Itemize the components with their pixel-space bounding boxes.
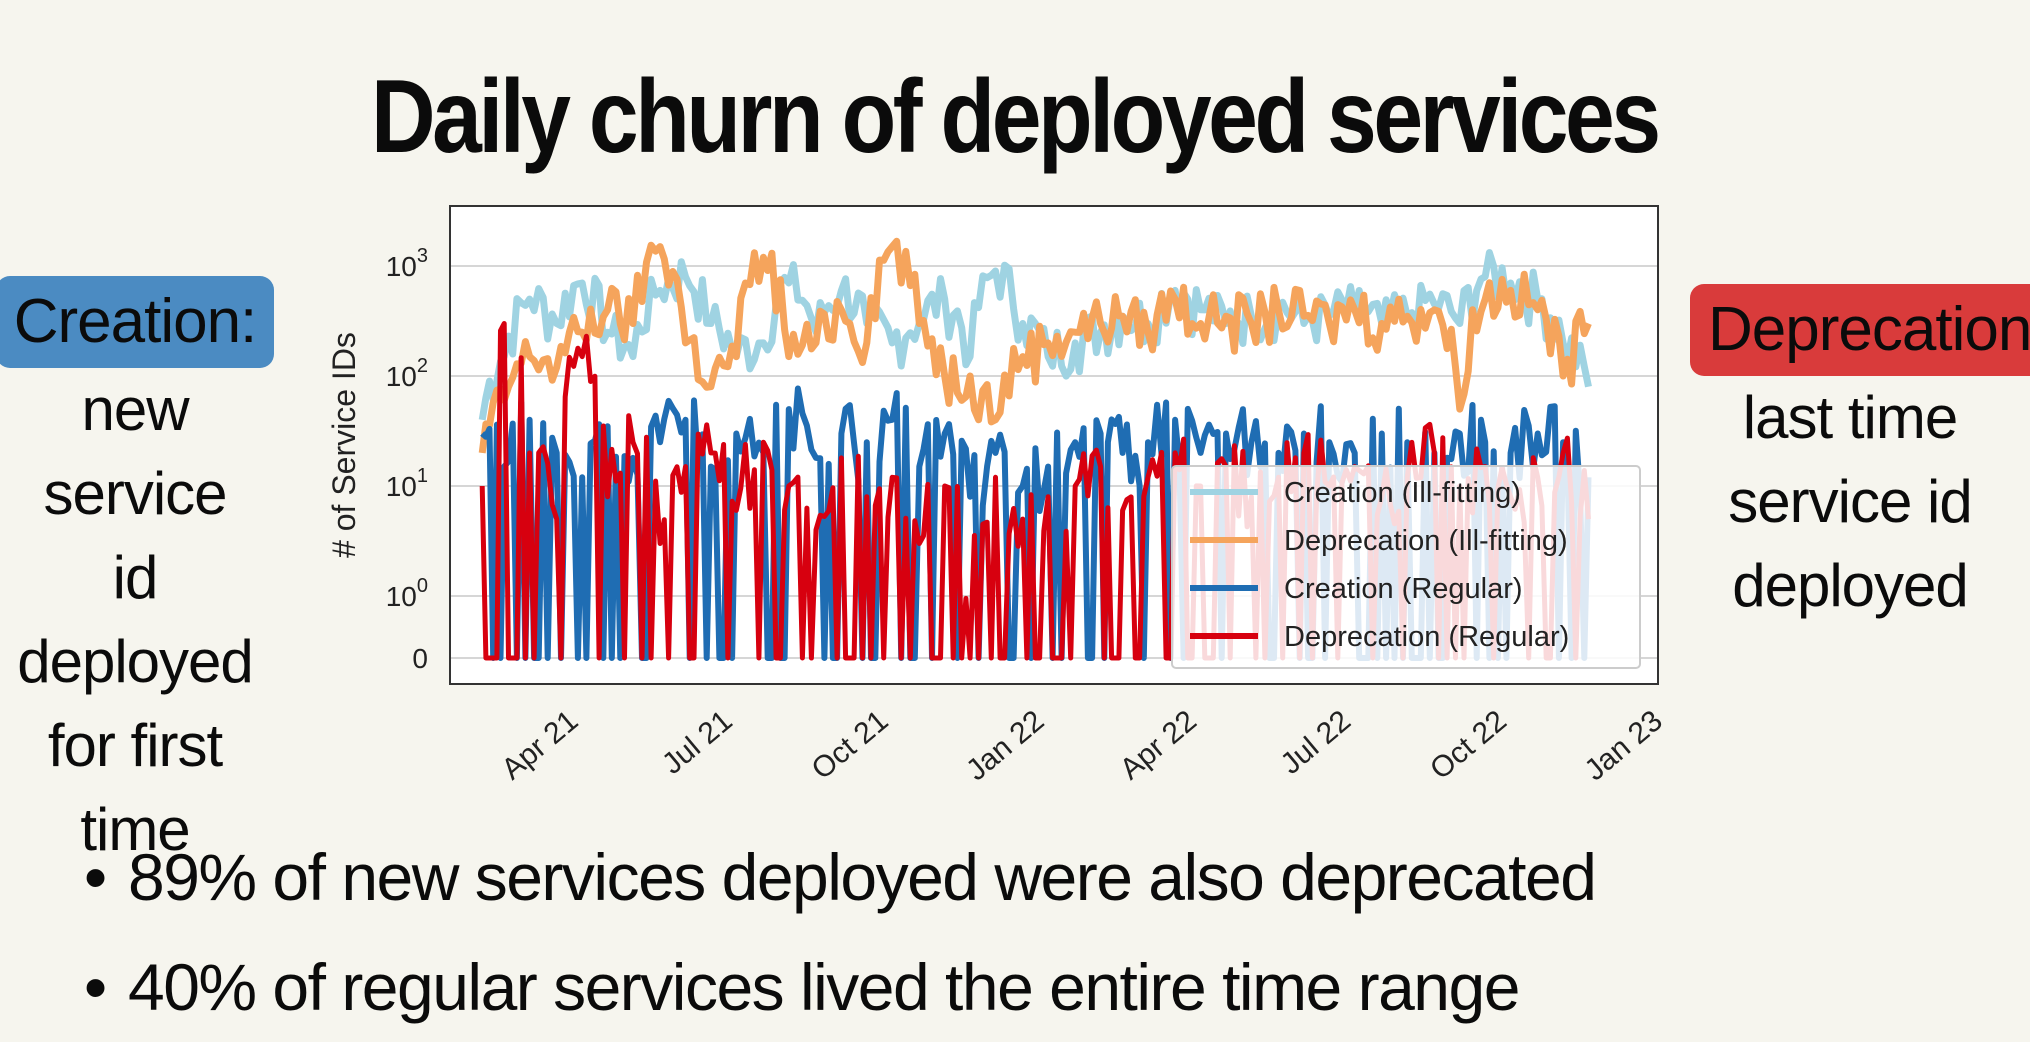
legend-label: Deprecation (Regular) xyxy=(1284,621,1569,653)
deprecation-note: Deprecation: last time service id deploy… xyxy=(1690,284,2030,628)
x-tick-label: Oct 22 xyxy=(1424,704,1513,786)
x-axis: Apr 21 Jul 21 Oct 21 Jan 22 Apr 22 Jul 22 Oct … xyxy=(496,704,1669,787)
y-tick-label: 102 xyxy=(386,355,428,392)
creation-note: Creation: new service id deployed for fi… xyxy=(0,276,276,872)
x-tick-label: Apr 22 xyxy=(1114,704,1203,786)
y-tick-label: 103 xyxy=(386,245,428,282)
y-tick-label: 0 xyxy=(412,643,428,674)
bullet-text: 89% of new services deployed were also d… xyxy=(128,840,1597,914)
creation-tag: Creation: xyxy=(0,276,275,368)
x-tick-label: Jul 21 xyxy=(656,704,739,781)
x-tick-label: Jan 23 xyxy=(1579,704,1669,787)
deprecation-note-line: last time xyxy=(1742,384,1958,451)
bullet-item: • 40% of regular services lived the entir… xyxy=(84,932,1595,1042)
deprecation-note-line: deployed xyxy=(1732,552,1969,619)
creation-note-line: id deployed xyxy=(17,544,254,695)
y-axis-label: # of Service IDs xyxy=(326,332,362,558)
legend-label: Creation (Regular) xyxy=(1284,573,1523,605)
x-tick-label: Jan 22 xyxy=(960,704,1050,787)
y-tick-label: 101 xyxy=(386,465,428,502)
creation-note-line: for first time xyxy=(47,712,223,863)
bullet-text: 40% of regular services lived the entire… xyxy=(128,950,1520,1024)
series-line xyxy=(478,249,1592,421)
legend: Creation (Ill-fitting) Deprecation (Ill-f… xyxy=(1171,465,1641,669)
x-tick-label: Jul 22 xyxy=(1274,704,1357,781)
bullet-dot: • xyxy=(84,950,107,1024)
bullet-list: • 89% of new services deployed were also … xyxy=(84,822,1597,1042)
deprecation-tag: Deprecation: xyxy=(1690,284,2030,376)
x-tick-label: Oct 21 xyxy=(806,704,895,786)
creation-note-line: new service xyxy=(43,376,227,527)
legend-label: Deprecation (Ill-fitting) xyxy=(1284,525,1568,557)
x-tick-label: Apr 21 xyxy=(496,704,585,786)
plot-frame xyxy=(449,205,1659,685)
legend-box xyxy=(1171,465,1641,669)
bullet-item: • 89% of new services deployed were also … xyxy=(84,822,1597,932)
bullet-dot: • xyxy=(84,840,107,914)
slide-title: Daily churn of deployed services xyxy=(370,59,1661,175)
series-line xyxy=(478,237,1592,454)
y-tick-label: 100 xyxy=(386,575,428,612)
legend-label: Creation (Ill-fitting) xyxy=(1284,477,1521,509)
deprecation-note-line: service id xyxy=(1728,468,1972,535)
churn-chart: 0 100 101 102 103 # of Service IDs Apr 21 Jul… xyxy=(326,205,1669,787)
y-axis: 0 100 101 102 103 xyxy=(386,245,428,674)
